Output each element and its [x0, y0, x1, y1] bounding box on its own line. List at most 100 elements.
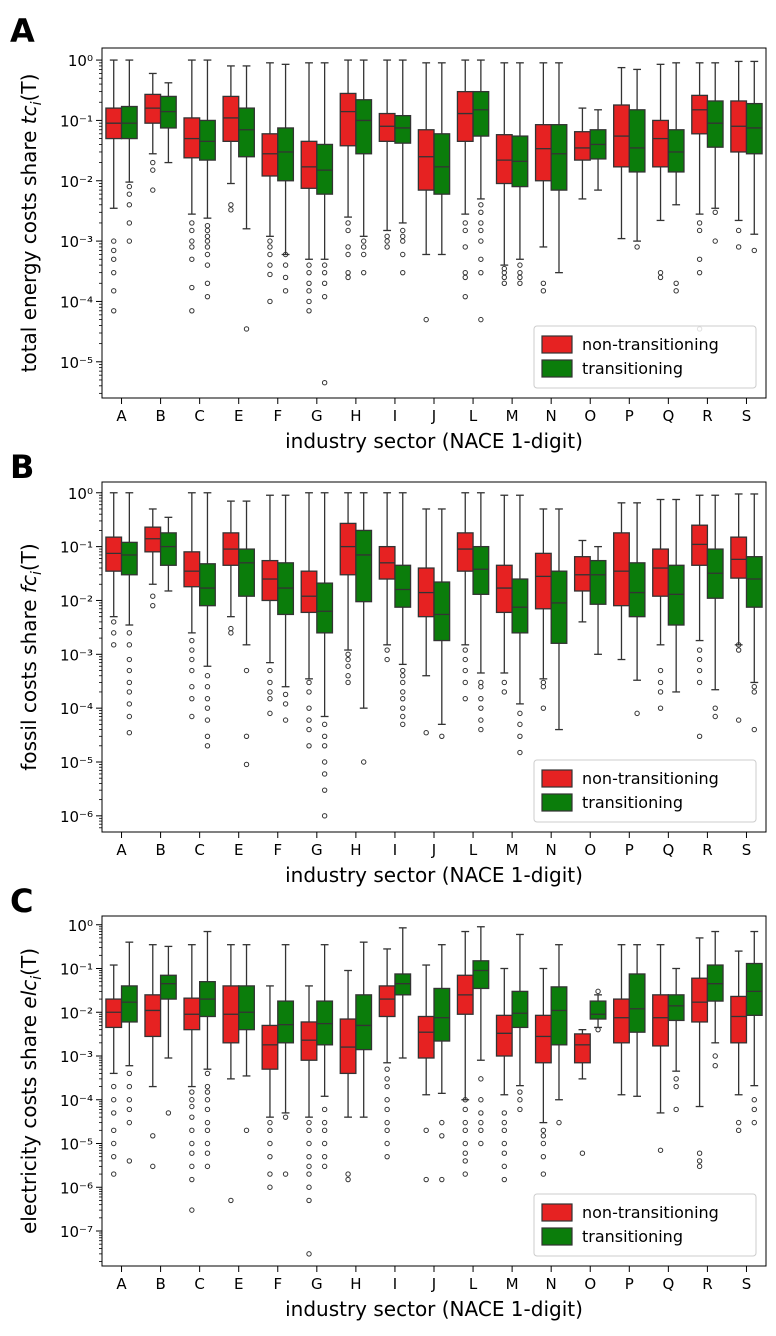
- x-tick-label: H: [350, 1275, 361, 1293]
- box-body: [316, 582, 334, 634]
- outlier-point: [517, 1089, 523, 1095]
- outlier-point: [306, 705, 312, 711]
- outlier-point: [712, 238, 718, 244]
- x-tick-label: Q: [662, 1275, 674, 1293]
- box-body: [472, 90, 490, 137]
- box-J-transitioning: [433, 62, 451, 256]
- outlier-point: [384, 1127, 390, 1134]
- box-body: [573, 1033, 591, 1064]
- box-B-non-transitioning: [144, 72, 162, 155]
- outlier-point: [501, 1176, 508, 1183]
- legend-entry: transitioning: [582, 793, 683, 812]
- box-N-transitioning: [550, 944, 568, 1101]
- box-J-non-transitioning: [417, 62, 435, 256]
- outlier-point: [657, 679, 664, 686]
- outlier-point: [306, 1140, 312, 1147]
- outlier-point: [204, 1140, 211, 1147]
- outlier-point: [400, 713, 406, 720]
- x-axis-label: industry sector (NACE 1-digit): [285, 1297, 583, 1321]
- outlier-point: [189, 1089, 195, 1095]
- box-G-non-transitioning: [300, 62, 318, 260]
- outlier-point: [204, 262, 211, 268]
- outlier-point: [165, 1110, 172, 1116]
- outlier-point: [751, 1106, 757, 1113]
- x-tick-label: I: [393, 841, 397, 859]
- outlier-point: [204, 684, 211, 690]
- box-N-transitioning: [550, 508, 568, 731]
- outlier-point: [321, 380, 328, 386]
- box-O-transitioning: [589, 994, 607, 1029]
- outlier-point: [189, 713, 195, 720]
- box-H-transitioning: [355, 59, 373, 237]
- outlier-point: [306, 1119, 312, 1126]
- legend: non-transitioning transitioning: [533, 1193, 757, 1257]
- outlier-point: [478, 684, 484, 690]
- outlier-point: [189, 1150, 195, 1156]
- outlier-point: [478, 1110, 484, 1116]
- x-tick-label: M: [506, 1275, 519, 1293]
- x-tick-label: S: [742, 841, 752, 859]
- outlier-point: [751, 1119, 757, 1126]
- y-tick-label: 10⁻¹: [60, 961, 93, 979]
- y-tick-label: 10⁻⁵: [60, 1136, 93, 1154]
- outlier-point: [462, 1140, 468, 1147]
- box-body: [198, 563, 216, 607]
- outlier-point: [111, 619, 117, 625]
- outlier-point: [696, 269, 703, 276]
- box-B-transitioning: [159, 516, 177, 592]
- outlier-point: [384, 1140, 390, 1147]
- box-A-non-transitioning: [105, 964, 123, 1075]
- outlier-point: [243, 667, 250, 674]
- box-A-transitioning: [120, 492, 138, 626]
- box-body: [300, 570, 318, 614]
- y-tick-label: 10⁻⁴: [60, 293, 93, 311]
- box-S-non-transitioning: [730, 60, 748, 222]
- outlier-point: [204, 1163, 211, 1170]
- box-I-transitioning: [394, 492, 412, 666]
- y-axis-label-text: electricity costs share: [17, 1009, 41, 1234]
- box-Q-non-transitioning: [652, 944, 670, 1114]
- box-E-non-transitioning: [222, 65, 240, 185]
- box-E-non-transitioning: [222, 500, 240, 618]
- box-A-transitioning: [120, 941, 138, 1067]
- outlier-point: [306, 262, 312, 268]
- outlier-point: [126, 656, 133, 663]
- outlier-point: [150, 1163, 156, 1170]
- outlier-point: [204, 695, 211, 702]
- box-body: [339, 92, 357, 147]
- outlier-point: [400, 673, 406, 679]
- outlier-point: [228, 202, 234, 208]
- outlier-point: [384, 1083, 390, 1090]
- outlier-point: [400, 679, 406, 686]
- box-J-non-transitioning: [417, 508, 435, 677]
- outlier-point: [189, 647, 195, 653]
- outlier-point: [243, 326, 250, 332]
- outlier-point: [267, 689, 273, 695]
- outlier-point: [501, 679, 508, 686]
- box-body: [456, 90, 474, 142]
- outlier-point: [634, 710, 640, 717]
- outlier-point: [423, 730, 429, 736]
- outlier-point: [462, 244, 468, 250]
- box-P-non-transitioning: [613, 944, 630, 1096]
- outlier-point: [204, 280, 211, 286]
- box-body: [394, 973, 412, 996]
- legend-swatch: [541, 769, 573, 788]
- box-body: [472, 545, 490, 595]
- box-E-transitioning: [238, 944, 255, 1077]
- outlier-point: [345, 244, 351, 250]
- box-body: [495, 564, 513, 614]
- outlier-point: [321, 280, 328, 286]
- box-body: [534, 124, 552, 182]
- box-S-non-transitioning: [730, 493, 748, 646]
- box-O-transitioning: [589, 545, 607, 655]
- box-A-non-transitioning: [105, 59, 123, 209]
- y-tick-label: 10⁻¹: [60, 539, 93, 557]
- y-tick-label: 10⁻⁶: [60, 1179, 93, 1197]
- box-P-non-transitioning: [613, 66, 630, 240]
- box-body: [198, 119, 216, 161]
- outlier-point: [423, 1176, 429, 1183]
- outlier-point: [243, 761, 250, 768]
- outlier-point: [111, 247, 117, 254]
- outlier-point: [282, 1114, 289, 1120]
